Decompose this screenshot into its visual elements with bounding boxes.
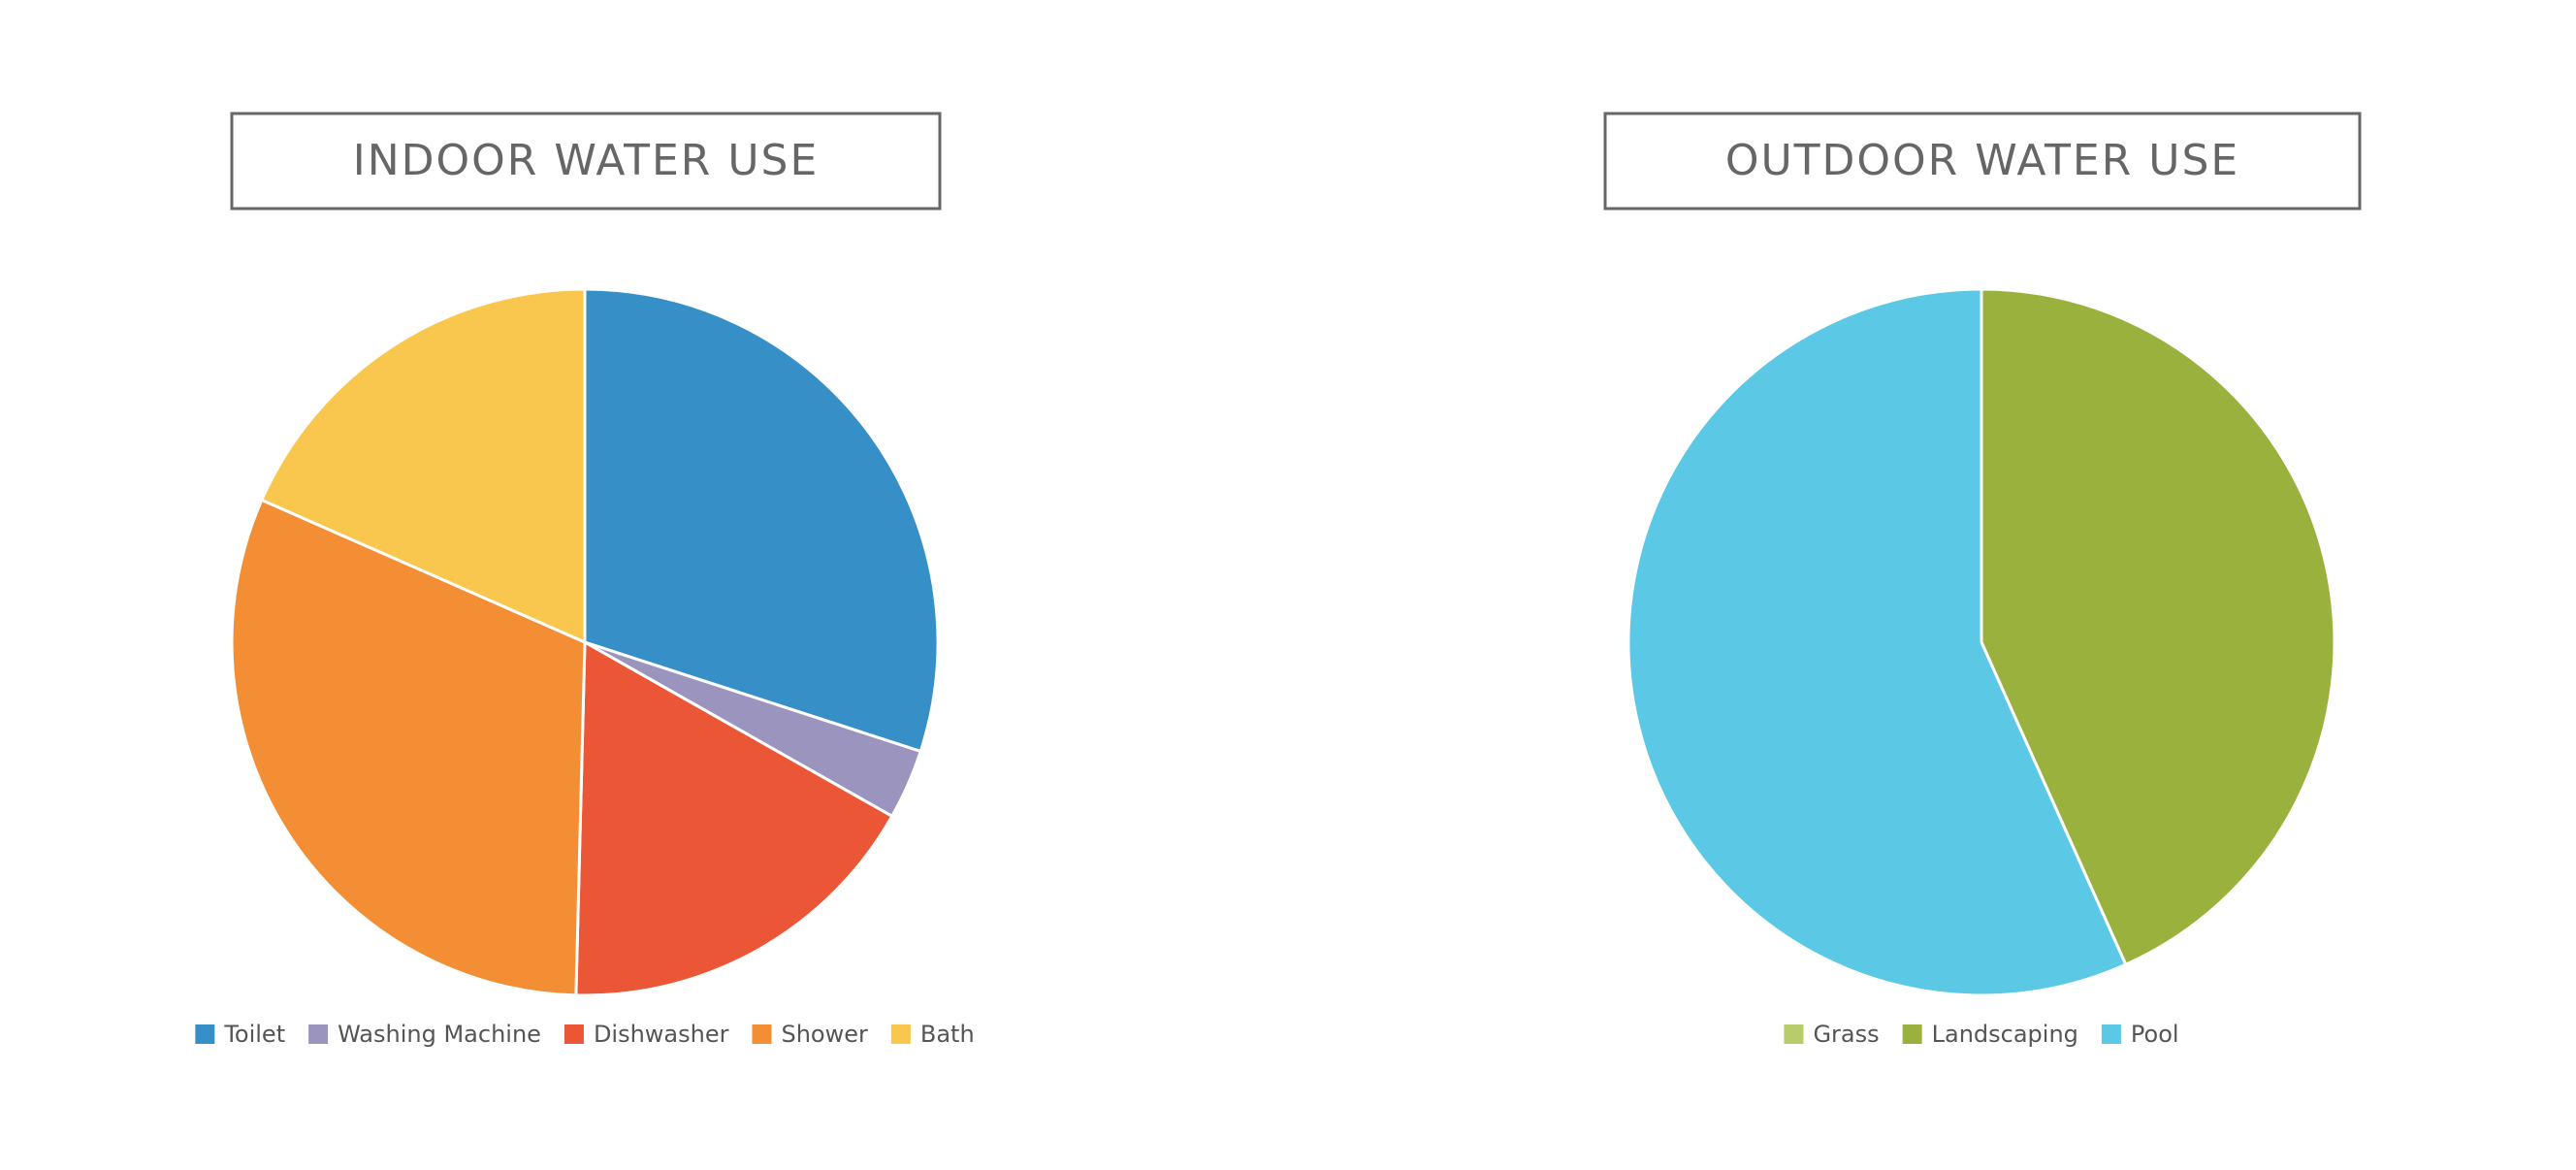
legend-swatch	[195, 1024, 215, 1044]
legend: Toilet Washing Machine Dishwasher Shower Bat…	[195, 1021, 975, 1048]
pie-slice	[1626, 287, 2128, 997]
pie-slice	[574, 639, 894, 997]
pie-slice	[230, 498, 587, 997]
pie-chart: OUTDOOR WATER USE Grass Landscaping Pool	[1603, 112, 2362, 1048]
title-box	[230, 112, 942, 211]
legend-swatch	[890, 1024, 911, 1044]
pie-slice	[259, 287, 587, 645]
pie-slice	[583, 287, 940, 754]
pie-slice	[1980, 287, 2336, 967]
legend-label: Washing Machine	[338, 1021, 541, 1048]
legend: Grass Landscaping Pool	[1784, 1021, 2179, 1048]
legend-label: Landscaping	[1932, 1021, 2078, 1048]
legend-swatch	[308, 1024, 329, 1044]
legend-label: Dishwasher	[594, 1021, 729, 1048]
chart-title: OUTDOOR WATER USE	[1725, 136, 2239, 185]
legend-label: Toilet	[223, 1021, 285, 1048]
legend-swatch	[1902, 1024, 1922, 1044]
legend-swatch	[752, 1024, 772, 1044]
legend-swatch	[1784, 1024, 1804, 1044]
legend-swatch	[564, 1024, 584, 1044]
legend-label: Grass	[1813, 1021, 1879, 1048]
legend-label: Pool	[2131, 1021, 2179, 1048]
legend-label: Shower	[781, 1021, 868, 1048]
pie-chart: INDOOR WATER USE Toilet Washing Machine Dis…	[195, 112, 975, 1048]
title-box	[1603, 112, 2362, 211]
chart-title: INDOOR WATER USE	[353, 136, 820, 185]
legend-swatch	[2101, 1024, 2121, 1044]
legend-label: Bath	[920, 1021, 975, 1048]
